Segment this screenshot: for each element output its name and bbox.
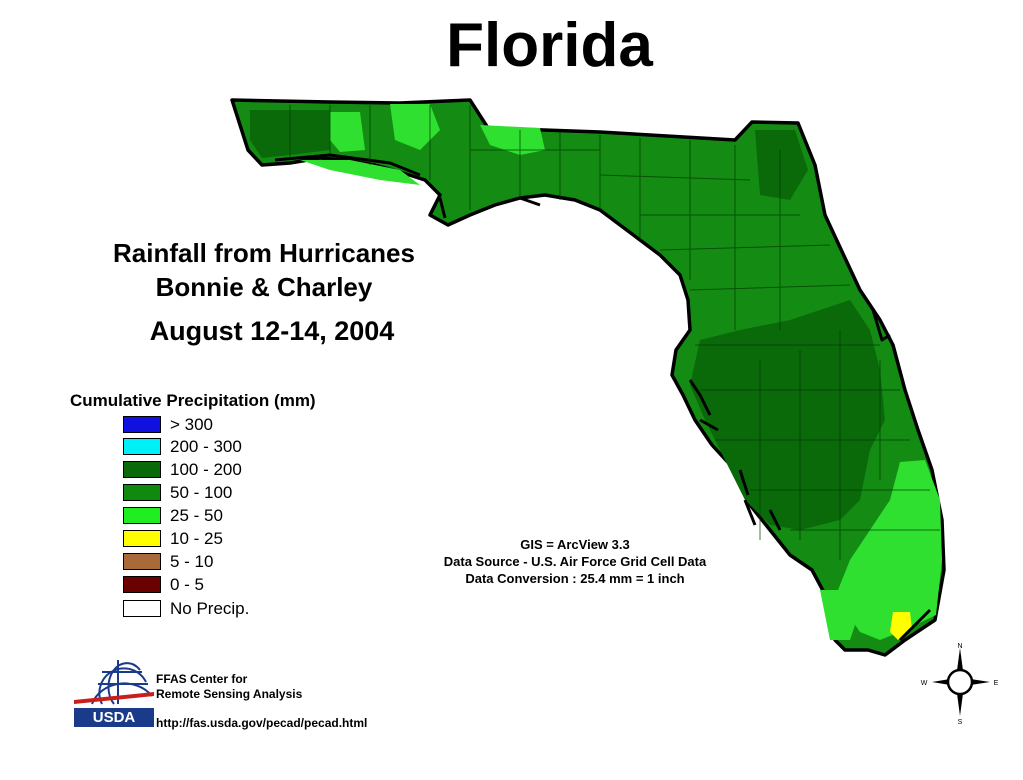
region-25-50-southeast — [838, 460, 942, 640]
legend-label: 25 - 50 — [170, 505, 223, 525]
region-25-50-coast-west — [300, 160, 420, 185]
region-25-50-panhandle-2 — [330, 112, 365, 152]
region-25-50-panhandle-1 — [390, 104, 440, 150]
legend-label: 0 - 5 — [170, 574, 205, 594]
legend-swatch — [123, 553, 161, 570]
globe-logo-icon — [74, 660, 154, 705]
data-notes: GIS = ArcView 3.3 Data Source - U.S. Air… — [400, 536, 750, 587]
region-100-200-northeast — [755, 130, 808, 200]
compass-e: E — [994, 680, 999, 687]
legend-swatch — [123, 416, 161, 433]
subtitle-line-2: Bonnie & Charley — [155, 272, 373, 302]
legend-swatch — [123, 484, 161, 501]
legend-item: 10 - 25 — [123, 528, 223, 549]
note-data-conversion: Data Conversion : 25.4 mm = 1 inch — [465, 571, 685, 586]
legend-item: 5 - 10 — [123, 551, 213, 572]
legend-swatch — [123, 530, 161, 547]
legend-item: 100 - 200 — [123, 459, 242, 480]
legend-item: 25 - 50 — [123, 505, 223, 526]
legend-swatch — [123, 600, 161, 617]
legend-label: 10 - 25 — [170, 528, 223, 548]
org-name-line-1: FFAS Center for — [156, 672, 248, 686]
legend-label: No Precip. — [170, 598, 250, 618]
subtitle-line-1: Rainfall from Hurricanes — [113, 238, 415, 268]
legend-label: > 300 — [170, 414, 214, 434]
usda-badge: USDA — [74, 708, 154, 727]
legend-swatch — [123, 461, 161, 478]
compass-w: W — [921, 680, 928, 687]
region-25-50-panhandle-3 — [480, 125, 545, 155]
source-url[interactable]: http://fas.usda.gov/pecad/pecad.html — [156, 716, 368, 730]
legend-item: No Precip. — [123, 598, 249, 619]
note-gis: GIS = ArcView 3.3 — [520, 537, 630, 552]
compass-s: S — [958, 719, 963, 726]
map-title: Florida — [446, 11, 653, 80]
legend-label: 50 - 100 — [170, 482, 233, 502]
coastline-details — [274, 153, 932, 642]
org-name-line-2: Remote Sensing Analysis — [156, 687, 303, 701]
legend-title: Cumulative Precipitation (mm) — [70, 391, 316, 410]
compass-rose-icon: N S W E — [921, 643, 999, 726]
legend-item: > 300 — [123, 414, 213, 435]
legend-item: 200 - 300 — [123, 436, 242, 457]
legend-item: 0 - 5 — [123, 574, 204, 595]
compass-n: N — [957, 643, 962, 650]
legend-label: 5 - 10 — [170, 551, 214, 571]
legend-label: 200 - 300 — [170, 436, 242, 456]
note-data-source: Data Source - U.S. Air Force Grid Cell D… — [443, 554, 707, 569]
legend-item: 50 - 100 — [123, 482, 232, 503]
legend-label: 100 - 200 — [170, 459, 242, 479]
legend-swatch — [123, 438, 161, 455]
region-25-50-southwest — [820, 590, 855, 640]
county-lines — [289, 105, 940, 560]
legend-swatch — [123, 507, 161, 524]
legend-swatch — [123, 576, 161, 593]
region-100-200-central — [690, 300, 885, 530]
subtitle-date: August 12-14, 2004 — [149, 316, 395, 346]
